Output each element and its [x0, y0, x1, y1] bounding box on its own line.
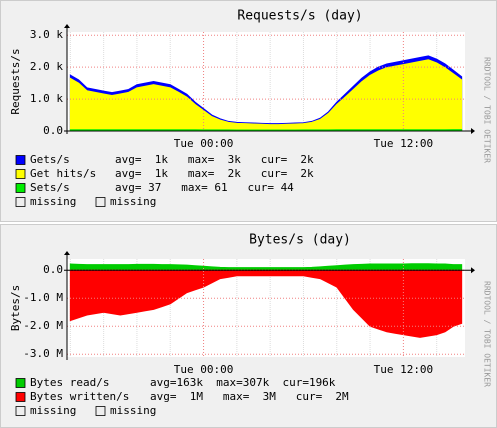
- legend-label: Get hits/s: [30, 167, 96, 180]
- legend-label: Sets/s: [30, 181, 70, 194]
- legend-label: missing: [110, 195, 156, 208]
- y-tick-label: -3.0 M: [23, 347, 63, 360]
- legend-swatch: [95, 197, 106, 207]
- side-text: RRDTOOL / TOBI OETIKER: [483, 281, 492, 387]
- legend-swatch: [15, 378, 26, 388]
- x-axis-arrow: [471, 128, 475, 134]
- y-tick-label: 0.0: [43, 124, 63, 137]
- legend-stats: avg= 1k max= 2k cur= 2k: [115, 167, 314, 180]
- side-text: RRDTOOL / TOBI OETIKER: [483, 57, 492, 163]
- series-area: [69, 59, 463, 132]
- y-axis-arrow: [64, 251, 70, 255]
- legend-label: missing: [30, 404, 76, 417]
- series-area: [69, 269, 463, 338]
- y-tick-label: 3.0 k: [30, 28, 63, 41]
- legend-swatch: [15, 183, 26, 193]
- chart-title: Bytes/s (day): [249, 233, 351, 248]
- x-tick-label: Tue 12:00: [374, 137, 434, 150]
- legend-swatch: [15, 392, 26, 402]
- legend-stats: avg=163k max=307k cur=196k: [150, 376, 336, 389]
- x-axis-arrow: [471, 267, 475, 274]
- y-tick-label: 2.0 k: [30, 60, 63, 73]
- y-tick-label: 0.0: [43, 263, 63, 276]
- legend-label: Bytes written/s: [30, 390, 129, 403]
- y-axis-arrow: [64, 24, 70, 28]
- y-axis-label: Requests/s: [9, 48, 22, 114]
- legend-swatch: [15, 155, 26, 165]
- x-tick-label: Tue 00:00: [174, 137, 234, 150]
- legend-stats: avg= 1k max= 3k cur= 2k: [115, 153, 314, 166]
- legend-stats: avg= 37 max= 61 cur= 44: [115, 181, 294, 194]
- x-tick-label: Tue 12:00: [374, 363, 434, 376]
- legend-label: Bytes read/s: [30, 376, 109, 389]
- chart-title: Requests/s (day): [237, 9, 362, 24]
- legend-swatch: [15, 406, 26, 416]
- y-axis-label: Bytes/s: [9, 285, 22, 331]
- legend-label: Gets/s: [30, 153, 70, 166]
- x-tick-label: Tue 00:00: [174, 363, 234, 376]
- legend-label: missing: [110, 404, 156, 417]
- legend-swatch: [15, 197, 26, 207]
- y-tick-label: 1.0 k: [30, 92, 63, 105]
- legend-label: missing: [30, 195, 76, 208]
- legend-swatch: [95, 406, 106, 416]
- legend-stats: avg= 1M max= 3M cur= 2M: [150, 390, 349, 403]
- series-area: [69, 263, 463, 271]
- legend-swatch: [15, 169, 26, 179]
- y-tick-label: -1.0 M: [23, 291, 63, 304]
- y-tick-label: -2.0 M: [23, 319, 63, 332]
